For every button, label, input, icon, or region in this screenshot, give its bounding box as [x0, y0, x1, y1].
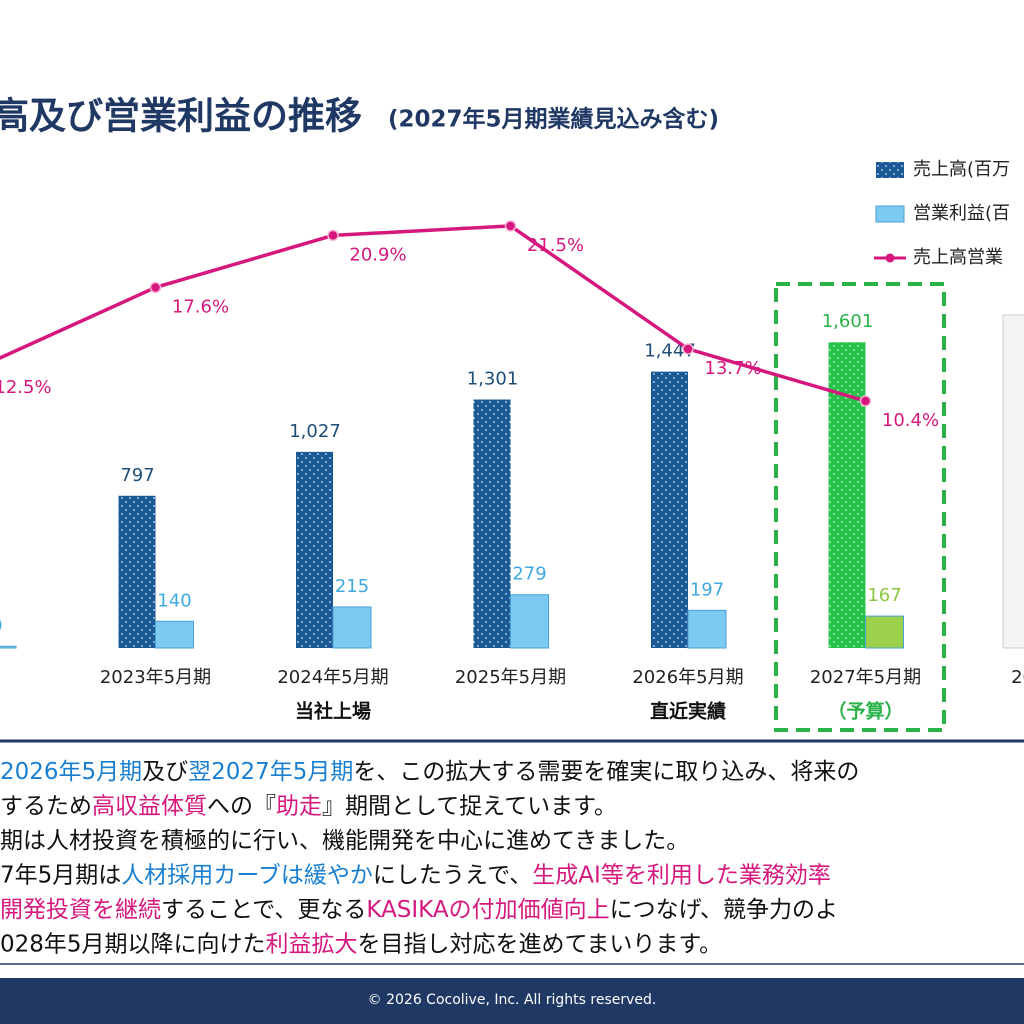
body-line: するため高収益体質への『助走』期間として捉えています。	[0, 793, 617, 819]
data-label: 1,027	[289, 421, 341, 442]
body-segment: にしたうえで、	[373, 862, 532, 888]
body-segment: につなげ、競争力のよ	[610, 897, 838, 923]
body-line: 028年5月期以降に向けた利益拡大を目指し対応を進めてまいります。	[0, 931, 722, 957]
body-segment: を目指し対応を進めてまいります。	[358, 931, 723, 957]
body-text: 2026年5月期及び翌2027年5月期を、この拡大する需要を確実に取り込み、将来…	[0, 759, 859, 958]
bar	[510, 594, 549, 649]
data-label: 215	[335, 576, 369, 597]
legend-swatch	[876, 162, 904, 178]
line-marker	[327, 229, 339, 242]
data-label: 797	[120, 465, 154, 486]
body-segment: 028年5月期以降に向けた	[0, 931, 266, 957]
line-marker	[682, 343, 694, 355]
body-segment: KASIKAの付加価値向上	[366, 897, 609, 923]
data-label: 197	[690, 579, 724, 600]
body-segment: 開発投資を継続	[0, 897, 161, 923]
bar	[865, 615, 904, 649]
body-segment: 人材採用カーブは緩やか	[121, 862, 373, 888]
data-label: 10.4%	[882, 410, 939, 431]
data-label: 9	[0, 615, 3, 636]
line-marker	[859, 395, 872, 407]
bar	[828, 342, 866, 648]
x-tick-label: 2027年5月期	[810, 667, 921, 688]
bar	[651, 371, 688, 648]
x-tick-label: 2025年5月期	[455, 667, 566, 688]
data-label: 279	[512, 564, 546, 585]
body-segment: を、この拡大する需要を確実に取り込み、将来の	[353, 759, 859, 785]
body-segment: 期は人材投資を積極的に行い、機能開発を中心に進めてきました。	[0, 828, 689, 854]
data-label: 21.5%	[527, 235, 584, 256]
data-label: 20.9%	[349, 244, 406, 265]
bar	[473, 399, 511, 648]
body-segment: することで、更なる	[161, 897, 366, 923]
body-segment: 高収益体質	[92, 793, 207, 819]
data-label: 1,301	[467, 369, 519, 390]
bar	[0, 645, 17, 649]
legend-swatch	[875, 205, 905, 223]
footer-bar	[0, 978, 1024, 1024]
body-segment: 生成AI等を利用した業務効率	[532, 862, 831, 888]
body-segment: 助走	[276, 793, 322, 819]
body-segment: するため	[0, 793, 92, 819]
line-marker	[149, 281, 162, 294]
x-tick-label: 2023年5月期	[100, 667, 211, 688]
line-marker	[504, 220, 517, 232]
data-label: 12.5%	[0, 377, 52, 398]
bar	[332, 606, 372, 649]
x-tick-label: 2024年5月期	[277, 667, 388, 688]
body-line: 7年5月期は人材採用カーブは緩やかにしたうえで、生成AI等を利用した業務効率	[0, 862, 831, 888]
legend-swatch	[885, 253, 895, 263]
body-line: 期は人材投資を積極的に行い、機能開発を中心に進めてきました。	[0, 828, 689, 854]
bar	[687, 609, 727, 649]
legend-label: 売上高(百万	[913, 159, 1010, 180]
future-bar	[1002, 314, 1024, 649]
body-segment: 』期間として捉えています。	[322, 793, 617, 819]
bar	[155, 620, 194, 649]
data-label: 1,601	[822, 311, 874, 332]
bar	[118, 495, 156, 648]
x-tick-label: 2028年	[1011, 667, 1024, 688]
x-sublabel: 直近実績	[650, 700, 726, 723]
legend-label: 売上高営業	[913, 247, 1003, 268]
line	[0, 224, 866, 403]
body-segment: 2026年5月期	[0, 759, 142, 785]
legend-label: 営業利益(百	[913, 203, 1010, 224]
body-line: 開発投資を継続することで、更なるKASIKAの付加価値向上につなげ、競争力のよ	[0, 897, 838, 923]
body-segment: への『	[207, 793, 276, 819]
body-segment: 7年5月期は	[0, 862, 121, 888]
data-label: 13.7%	[704, 358, 761, 379]
bar	[296, 451, 333, 648]
body-segment: 及び	[142, 759, 188, 785]
x-sublabel: （予算）	[827, 700, 903, 723]
data-label: 167	[867, 585, 901, 606]
data-label: 17.6%	[172, 296, 229, 317]
footer: © 2026 Cocolive, Inc. All rights reserve…	[368, 992, 657, 1008]
body-segment: 翌2027年5月期	[188, 759, 353, 785]
slide-title: 高及び営業利益の推移	[0, 95, 362, 138]
x-sublabel: 当社上場	[295, 700, 371, 723]
body-segment: 利益拡大	[266, 931, 358, 957]
data-label: 140	[157, 590, 191, 611]
slide-subtitle: (2027年5月期業績見込み含む)	[388, 106, 719, 133]
x-tick-label: 2026年5月期	[632, 667, 743, 688]
body-line: 2026年5月期及び翌2027年5月期を、この拡大する需要を確実に取り込み、将来…	[0, 759, 859, 785]
